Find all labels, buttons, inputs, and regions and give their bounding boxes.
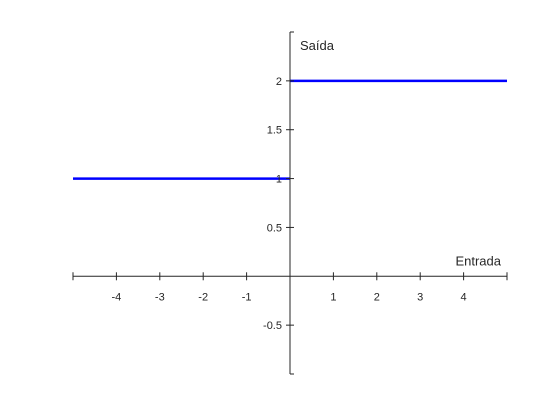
x-tick-label: 4 [461, 291, 467, 303]
y-axis-title: Saída [300, 38, 335, 53]
x-tick-label: -3 [155, 291, 165, 303]
y-ticks: -0.5 0.5 1 1.5 2 [263, 31, 294, 375]
x-tick-label: 1 [330, 291, 336, 303]
series-layer [73, 79, 507, 180]
x-tick-label: -4 [112, 291, 122, 303]
y-tick-label: 2 [276, 76, 282, 88]
x-tick-label: 2 [374, 291, 380, 303]
axis-layer: -4 -3 -2 -1 1 2 3 4 -0.5 0.5 1 1.5 2 [72, 31, 508, 375]
y-tick-label: 1.5 [267, 125, 282, 137]
x-axis-title: Entrada [455, 253, 501, 268]
x-tick-label: -1 [242, 291, 252, 303]
y-tick-label: 0.5 [267, 222, 282, 234]
y-tick-label: 1 [276, 174, 282, 186]
x-tick-label: -2 [198, 291, 208, 303]
x-ticks: -4 -3 -2 -1 1 2 3 4 [72, 272, 508, 303]
y-tick-label: -0.5 [263, 320, 282, 332]
x-tick-label: 3 [417, 291, 423, 303]
